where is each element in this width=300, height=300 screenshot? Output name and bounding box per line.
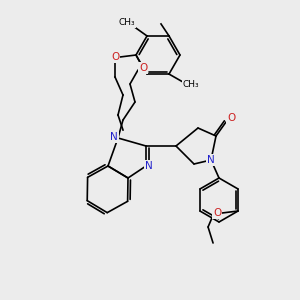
Text: N: N [207, 155, 215, 165]
Text: O: O [213, 208, 221, 218]
Text: N: N [110, 132, 118, 142]
Text: N: N [145, 161, 153, 171]
Text: O: O [227, 113, 235, 123]
Text: O: O [111, 52, 119, 62]
Text: CH₃: CH₃ [183, 80, 199, 88]
Text: O: O [139, 63, 147, 73]
Text: CH₃: CH₃ [119, 18, 135, 27]
